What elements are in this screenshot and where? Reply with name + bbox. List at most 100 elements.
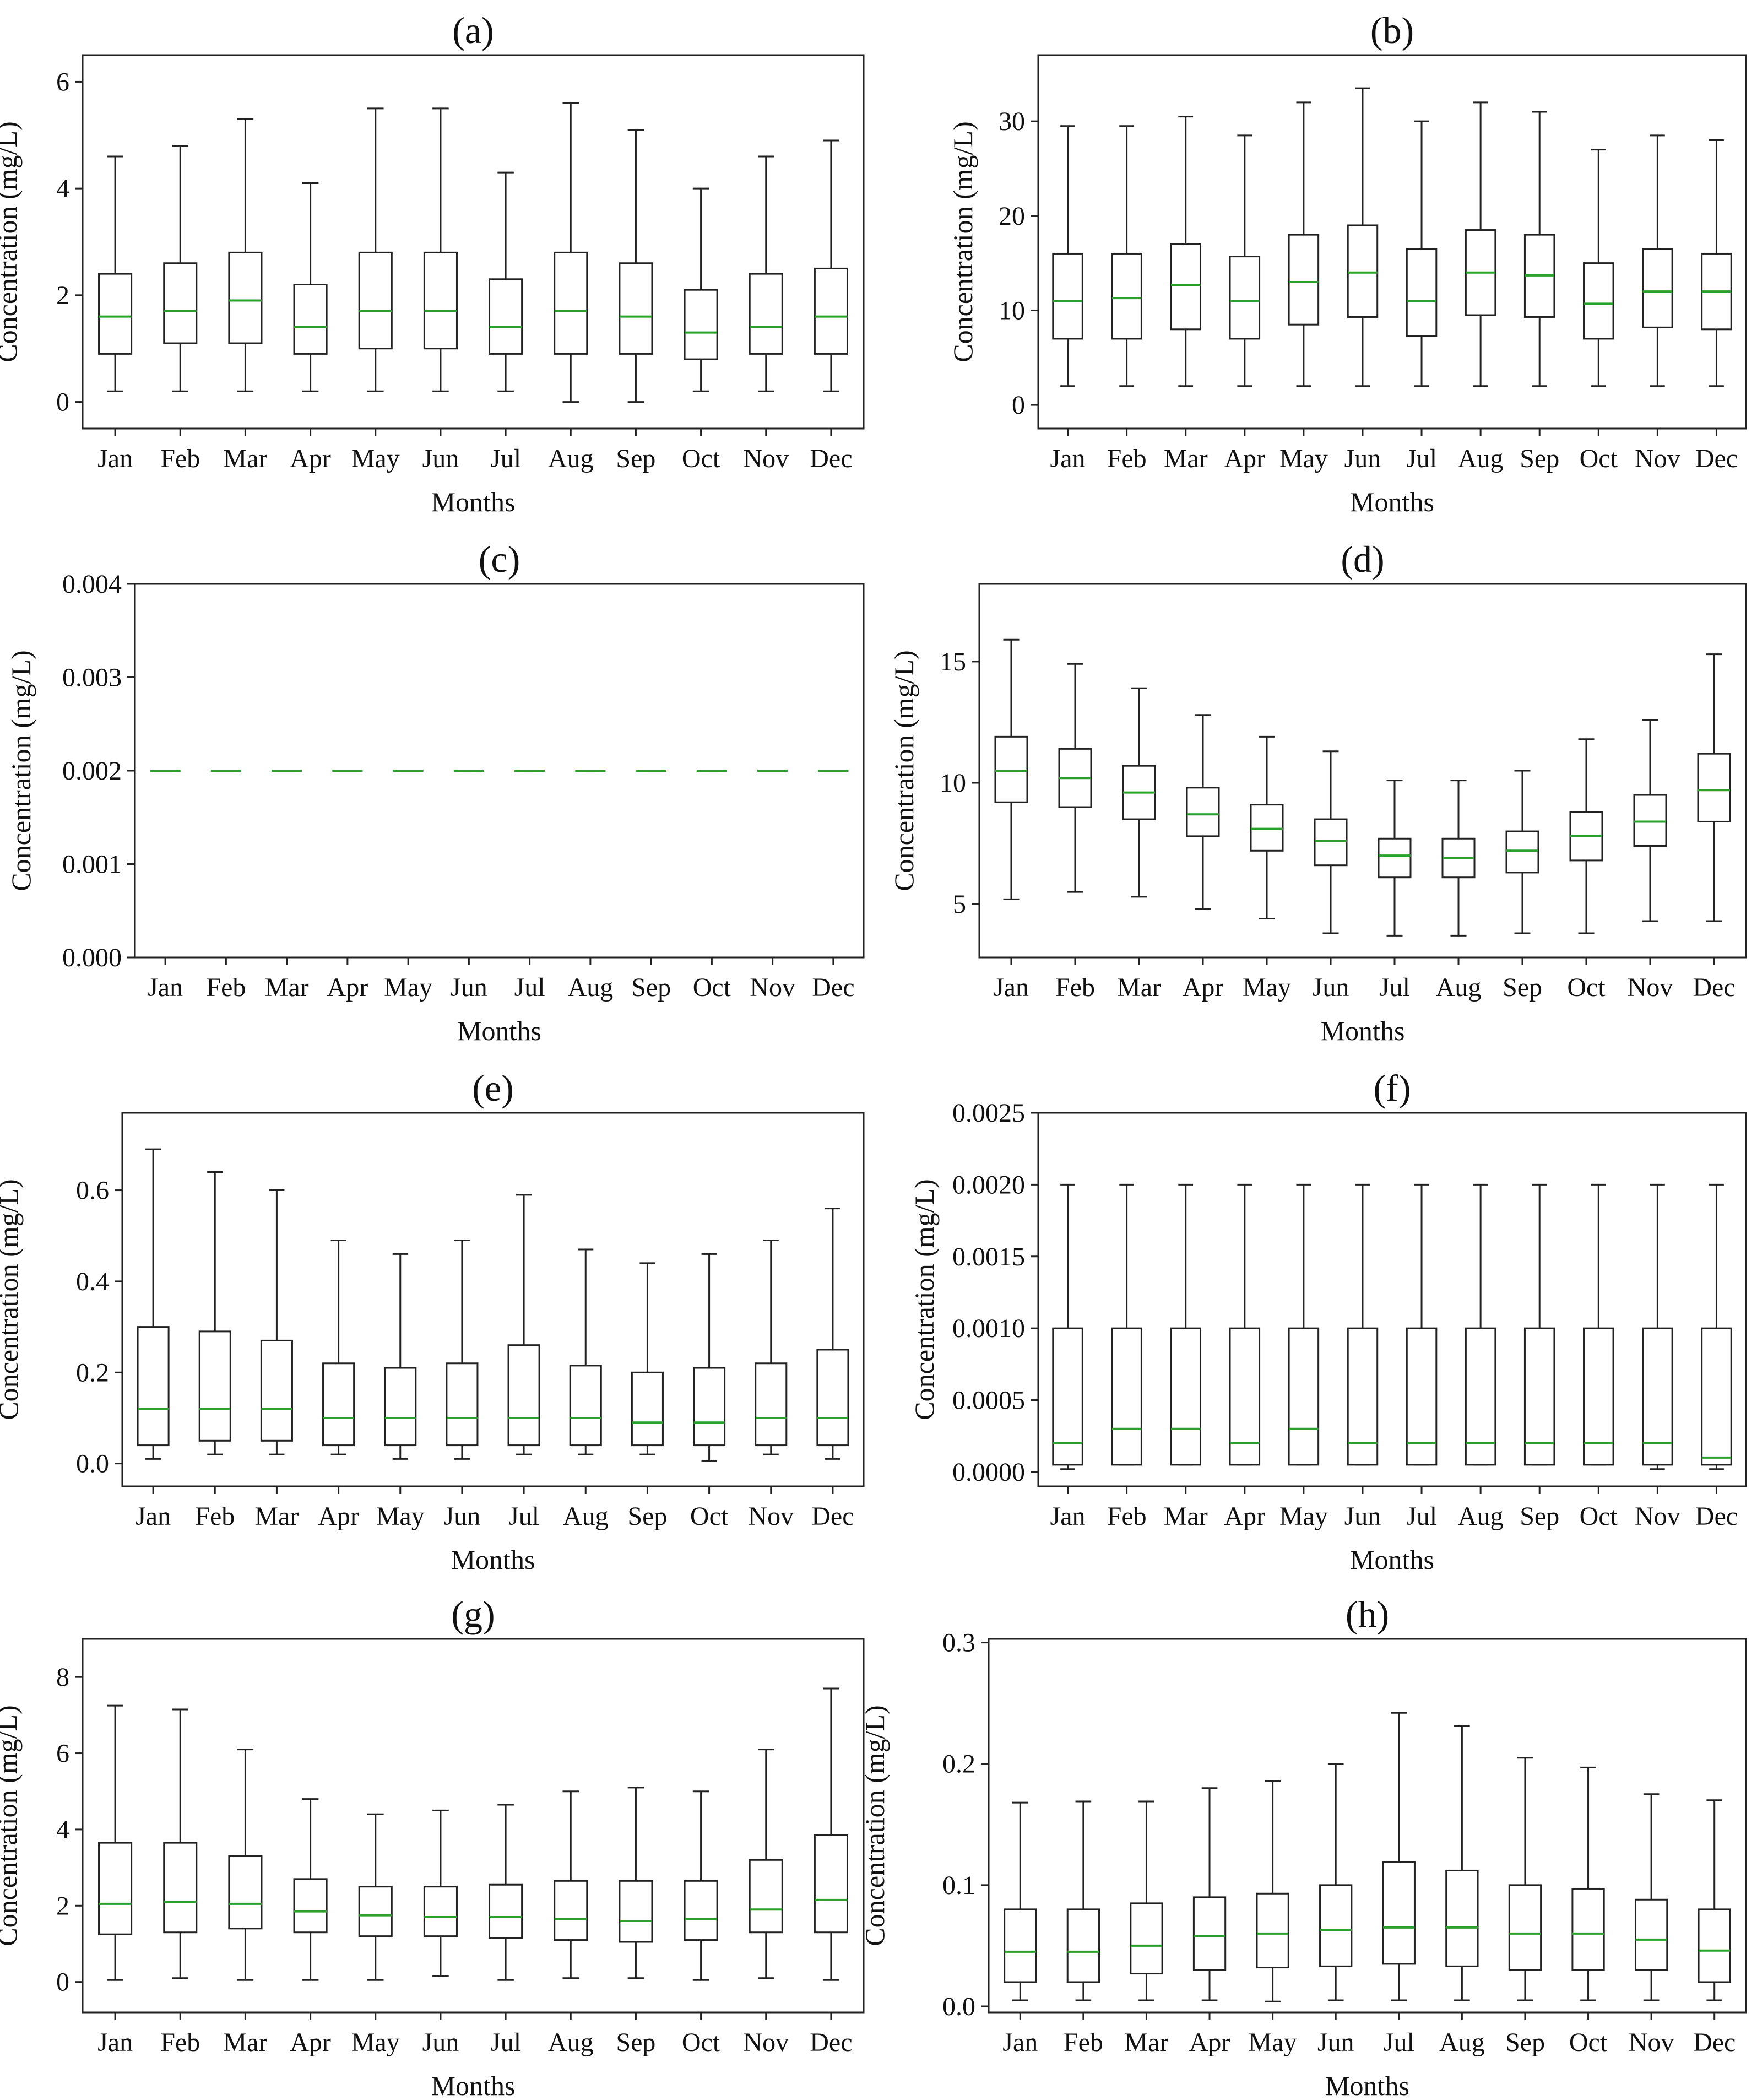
x-tick-label: Jun — [451, 973, 487, 1002]
iqr-box — [684, 1880, 718, 1941]
y-tick-label: 0.001 — [62, 850, 122, 879]
box-nov — [1634, 1793, 1668, 2001]
chart-panel-g: (g) 0 2 4 6 8 Concentration (mg/L) Jan Feb Mar Apr… — [0, 1593, 865, 2100]
y-tick-label: 0.3 — [942, 1628, 975, 1658]
x-tick-label: May — [384, 973, 432, 1002]
iqr-box — [1256, 1892, 1289, 1969]
box-oct — [1583, 149, 1614, 387]
x-tick-label: May — [376, 1502, 425, 1531]
iqr-box — [1583, 1327, 1614, 1466]
plot-area-frame — [978, 583, 1747, 959]
iqr-box — [98, 273, 133, 355]
x-tick-label: Jul — [508, 1502, 539, 1531]
x-tick-label: Dec — [1693, 2028, 1736, 2057]
box-aug — [1445, 1725, 1479, 2001]
box-sep — [1523, 1183, 1555, 1466]
iqr-box — [749, 1859, 783, 1934]
x-tick-label: Nov — [748, 1502, 794, 1531]
y-tick-label: 2 — [56, 1891, 69, 1920]
x-tick-label: Aug — [1436, 973, 1482, 1002]
iqr-box — [1192, 1896, 1227, 1971]
x-tick-label: Jul — [514, 973, 545, 1002]
iqr-box — [1406, 1327, 1438, 1466]
y-tick-label: 0.0005 — [952, 1386, 1025, 1415]
iqr-box — [1701, 1327, 1732, 1466]
x-tick-label: Mar — [265, 973, 309, 1002]
chart-panel-h: (h) 0.0 0.1 0.2 0.3 Concentration (mg/L) Jan Fe… — [859, 1593, 1747, 2100]
iqr-box — [749, 273, 783, 355]
box-dec — [1697, 653, 1731, 922]
box-jun — [1347, 1183, 1379, 1466]
iqr-box — [1523, 1327, 1555, 1466]
box-nov — [755, 1240, 788, 1455]
y-tick-label: 8 — [56, 1663, 69, 1692]
y-tick-label: 10 — [940, 768, 966, 798]
x-axis-label: Months — [431, 486, 516, 517]
x-tick-label: Jan — [97, 2028, 133, 2057]
y-tick-label: 0.004 — [62, 570, 122, 599]
x-tick-label: Mar — [223, 2028, 267, 2057]
iqr-box — [489, 1883, 523, 1939]
x-axis-label: Months — [451, 1544, 535, 1575]
y-tick-label: 6 — [56, 67, 69, 96]
y-axis-label: Concentration (mg/L) — [0, 121, 23, 362]
chart-title: (f) — [1374, 1067, 1411, 1109]
iqr-box — [1571, 1887, 1605, 1971]
box-mar — [1122, 687, 1156, 898]
x-tick-label: Jul — [490, 2028, 521, 2057]
x-tick-label: Feb — [160, 444, 200, 473]
box-apr — [1229, 1183, 1261, 1466]
chart-title: (h) — [1346, 1593, 1389, 1635]
y-tick-label: 0.2 — [942, 1750, 975, 1779]
y-tick-label: 2 — [56, 281, 69, 310]
x-tick-label: Dec — [811, 1502, 854, 1531]
iqr-box — [1508, 1884, 1542, 1971]
box-jan — [1004, 1801, 1037, 2001]
iqr-box — [489, 278, 523, 355]
chart-panel-f: (f) 0.0000 0.0005 0.0010 0.0015 0.0020 0.0025 C… — [909, 1067, 1747, 1575]
box-aug — [1441, 780, 1476, 937]
y-tick-label: 10 — [999, 296, 1025, 325]
plot-area-frame — [82, 1638, 865, 2014]
box-may — [1250, 735, 1284, 920]
iqr-box — [1314, 818, 1348, 867]
iqr-box — [1445, 1869, 1479, 1967]
iqr-box — [1505, 830, 1539, 874]
x-tick-label: Jun — [1344, 1502, 1381, 1531]
y-axis-label: Concentration (mg/L) — [6, 650, 36, 891]
box-nov — [1642, 1183, 1673, 1470]
iqr-box — [1697, 753, 1731, 822]
iqr-box — [1642, 1327, 1673, 1466]
y-tick-label: 0.0020 — [952, 1170, 1025, 1199]
box-aug — [1465, 1183, 1496, 1466]
x-tick-label: Oct — [693, 973, 731, 1002]
plot-area-frame — [1037, 1112, 1747, 1487]
box-nov — [1642, 134, 1673, 387]
x-tick-label: Apr — [290, 444, 331, 473]
y-tick-label: 0.2 — [76, 1358, 109, 1387]
box-mar — [1170, 1183, 1201, 1466]
x-tick-label: Sep — [627, 1502, 667, 1531]
box-sep — [1508, 1757, 1542, 2001]
y-tick-label: 0.4 — [76, 1267, 109, 1296]
y-tick-label: 0.0 — [76, 1449, 109, 1479]
box-may — [358, 1813, 393, 1981]
y-tick-label: 20 — [999, 202, 1025, 231]
y-axis-label: Concentration (mg/L) — [947, 121, 978, 362]
box-feb — [1111, 125, 1142, 387]
x-tick-label: Jul — [1406, 1502, 1437, 1531]
box-feb — [198, 1171, 231, 1455]
box-feb — [1058, 663, 1092, 893]
plot-area-frame — [82, 54, 865, 430]
box-sep — [619, 129, 653, 403]
y-tick-label: 30 — [999, 107, 1025, 136]
box-nov — [749, 155, 783, 392]
x-tick-label: May — [1243, 973, 1291, 1002]
box-jul — [507, 1194, 540, 1455]
iqr-box — [163, 262, 198, 344]
box-jan — [994, 638, 1028, 900]
box-feb — [1111, 1183, 1142, 1466]
box-aug — [569, 1248, 602, 1455]
box-apr — [1192, 1787, 1227, 2001]
chart-title: (g) — [451, 1593, 495, 1635]
